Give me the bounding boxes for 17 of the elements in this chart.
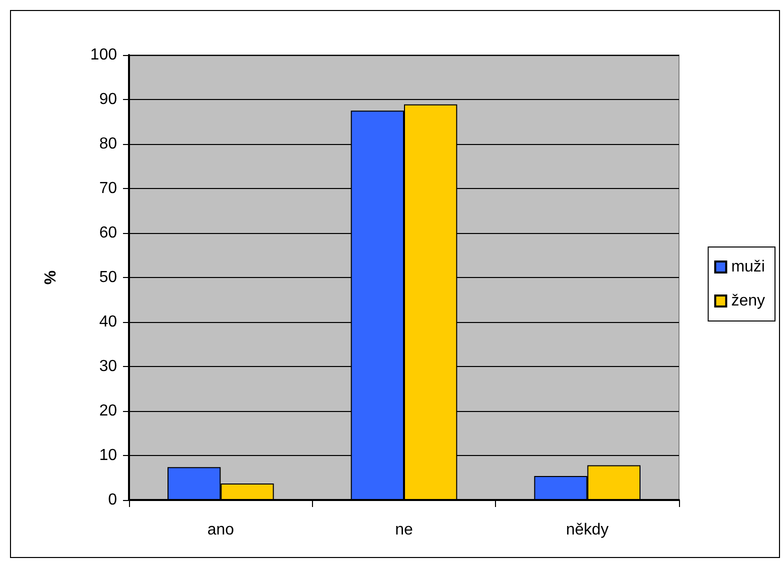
y-tick-label: 60: [99, 224, 118, 242]
y-tick-label: 10: [99, 447, 118, 464]
legend-label: muži: [731, 258, 765, 276]
y-axis-title: %: [42, 270, 60, 285]
y-tick-label: 20: [99, 402, 118, 420]
y-tick-label: 0: [108, 492, 118, 508]
x-tick-label: ne: [395, 522, 413, 538]
y-tick-label: 70: [99, 180, 118, 197]
y-tick-label: 30: [99, 358, 118, 375]
y-tick-label: 90: [99, 91, 118, 108]
x-tick-label: ano: [207, 522, 234, 538]
y-tick-label: 40: [99, 314, 118, 330]
x-tick-label: někdy: [566, 522, 609, 538]
legend-label: ženy: [731, 292, 765, 310]
y-tick-label: 80: [99, 136, 118, 152]
y-tick-label: 100: [90, 46, 118, 64]
y-tick-label: 50: [99, 269, 118, 286]
